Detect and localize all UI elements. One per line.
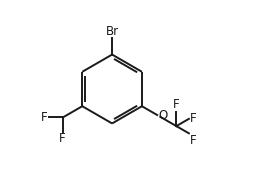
Text: O: O: [158, 109, 167, 122]
Text: Br: Br: [105, 25, 119, 38]
Text: F: F: [173, 98, 180, 111]
Text: F: F: [190, 112, 196, 125]
Text: F: F: [41, 111, 48, 124]
Text: F: F: [190, 134, 196, 147]
Text: F: F: [59, 132, 66, 145]
